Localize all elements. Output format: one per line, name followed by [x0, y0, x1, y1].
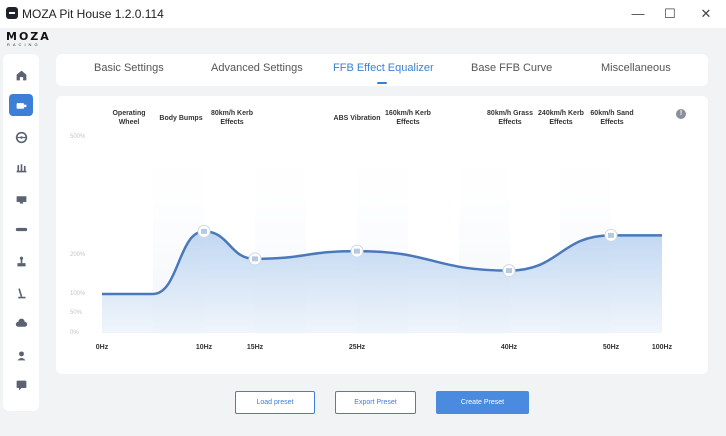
y-tick-label: 100% — [70, 291, 86, 297]
shifter-icon[interactable] — [9, 250, 33, 272]
equalizer-chart[interactable] — [56, 96, 708, 374]
moza-app-icon — [6, 7, 18, 19]
tab-advanced-settings[interactable]: Advanced Settings — [211, 62, 303, 74]
title-bar: MOZA Pit House 1.2.0.114 — ☐ ✕ — [0, 0, 726, 28]
home-icon[interactable] — [9, 64, 33, 86]
x-tick-label: 15Hz — [246, 344, 264, 351]
minimize-button[interactable]: — — [631, 6, 645, 21]
tab-ffb-effect-equalizer[interactable]: FFB Effect Equalizer — [333, 62, 434, 74]
base-icon[interactable] — [9, 94, 33, 116]
x-tick-label: 10Hz — [195, 344, 213, 351]
equalizer-panel: Operating Wheel Body Bumps 80km/h Kerb E… — [56, 96, 708, 374]
cloud-icon[interactable] — [9, 312, 33, 334]
effect-label-80kmh-kerb: 80km/h Kerb Effects — [210, 110, 254, 126]
x-tick-label: 100Hz — [651, 344, 673, 351]
export-preset-button[interactable]: Export Preset — [335, 391, 416, 414]
effect-label-operating-wheel: Operating Wheel — [112, 110, 146, 126]
x-tick-label: 25Hz — [348, 344, 366, 351]
pedals-icon[interactable] — [9, 156, 33, 178]
maximize-button[interactable]: ☐ — [664, 6, 676, 21]
effect-label-80kmh-grass: 80km/h Grass Effects — [487, 110, 533, 126]
close-button[interactable]: ✕ — [700, 6, 712, 21]
create-preset-button[interactable]: Create Preset — [436, 391, 529, 414]
profile-icon[interactable] — [9, 344, 33, 366]
load-preset-button[interactable]: Load preset — [235, 391, 315, 414]
active-tab-indicator — [377, 82, 387, 84]
effect-label-body-bumps: Body Bumps — [159, 115, 203, 122]
x-tick-label: 0Hz — [95, 344, 109, 351]
x-tick-label: 40Hz — [500, 344, 518, 351]
window-title: MOZA Pit House 1.2.0.114 — [22, 7, 164, 21]
tab-base-ffb-curve[interactable]: Base FFB Curve — [471, 62, 553, 74]
tab-bar: Basic Settings Advanced Settings FFB Eff… — [56, 54, 708, 86]
moza-logo-subtitle: RACING — [7, 42, 41, 47]
handbrake-icon[interactable] — [9, 218, 33, 240]
effect-label-abs-vibration: ABS Vibration — [333, 115, 381, 122]
tab-basic-settings[interactable]: Basic Settings — [94, 62, 164, 74]
moza-logo: MOZA — [6, 30, 51, 43]
chat-icon[interactable] — [9, 374, 33, 396]
effect-label-60kmh-sand: 60km/h Sand Effects — [590, 110, 634, 126]
dashboard-icon[interactable] — [9, 188, 33, 210]
effect-label-160kmh-kerb: 160km/h Kerb Effects — [385, 110, 431, 126]
tab-miscellaneous[interactable]: Miscellaneous — [601, 62, 671, 74]
x-tick-label: 50Hz — [602, 344, 620, 351]
steering-wheel-icon[interactable] — [9, 126, 33, 148]
y-tick-label: 200% — [70, 252, 86, 258]
sidebar — [3, 54, 39, 411]
effect-label-240kmh-kerb: 240km/h Kerb Effects — [538, 110, 584, 126]
y-tick-label: 50% — [70, 310, 83, 316]
info-icon[interactable]: ! — [676, 109, 686, 119]
stick-icon[interactable] — [9, 282, 33, 304]
y-tick-label: 0% — [70, 330, 79, 336]
y-tick-label: 500% — [70, 134, 86, 140]
